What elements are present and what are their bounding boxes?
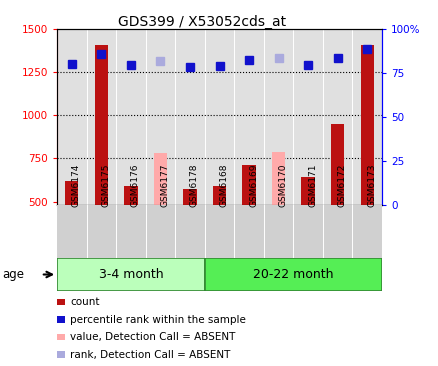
Text: GSM6177: GSM6177	[160, 163, 169, 206]
Bar	[153, 153, 167, 205]
Text: 3-4 month: 3-4 month	[99, 268, 163, 281]
Text: value, Detection Call = ABSENT: value, Detection Call = ABSENT	[70, 332, 235, 342]
Text: age: age	[2, 268, 24, 281]
Text: rank, Detection Call = ABSENT: rank, Detection Call = ABSENT	[70, 350, 230, 360]
Text: GSM6168: GSM6168	[219, 163, 228, 206]
Text: 20-22 month: 20-22 month	[252, 268, 333, 281]
Bar	[57, 258, 204, 291]
Text: GSM6170: GSM6170	[278, 163, 287, 206]
Text: count: count	[70, 297, 99, 307]
Text: GDS399 / X53052cds_at: GDS399 / X53052cds_at	[118, 15, 285, 29]
Text: GSM6169: GSM6169	[248, 163, 258, 206]
Text: GSM6176: GSM6176	[131, 163, 140, 206]
Text: GSM6178: GSM6178	[190, 163, 198, 206]
Text: GSM6171: GSM6171	[307, 163, 316, 206]
Bar	[330, 124, 343, 205]
Text: GSM6175: GSM6175	[101, 163, 110, 206]
Bar	[212, 186, 226, 205]
Bar	[204, 258, 381, 291]
Bar	[242, 165, 255, 205]
Bar	[65, 181, 78, 205]
Bar	[360, 45, 373, 205]
Bar	[124, 186, 137, 205]
Bar	[183, 190, 196, 205]
Bar	[301, 176, 314, 205]
Text: percentile rank within the sample: percentile rank within the sample	[70, 314, 246, 325]
Bar	[271, 152, 285, 205]
Text: GSM6172: GSM6172	[337, 163, 346, 206]
Text: GSM6174: GSM6174	[72, 163, 81, 206]
Text: GSM6173: GSM6173	[366, 163, 375, 206]
Bar	[95, 45, 108, 205]
